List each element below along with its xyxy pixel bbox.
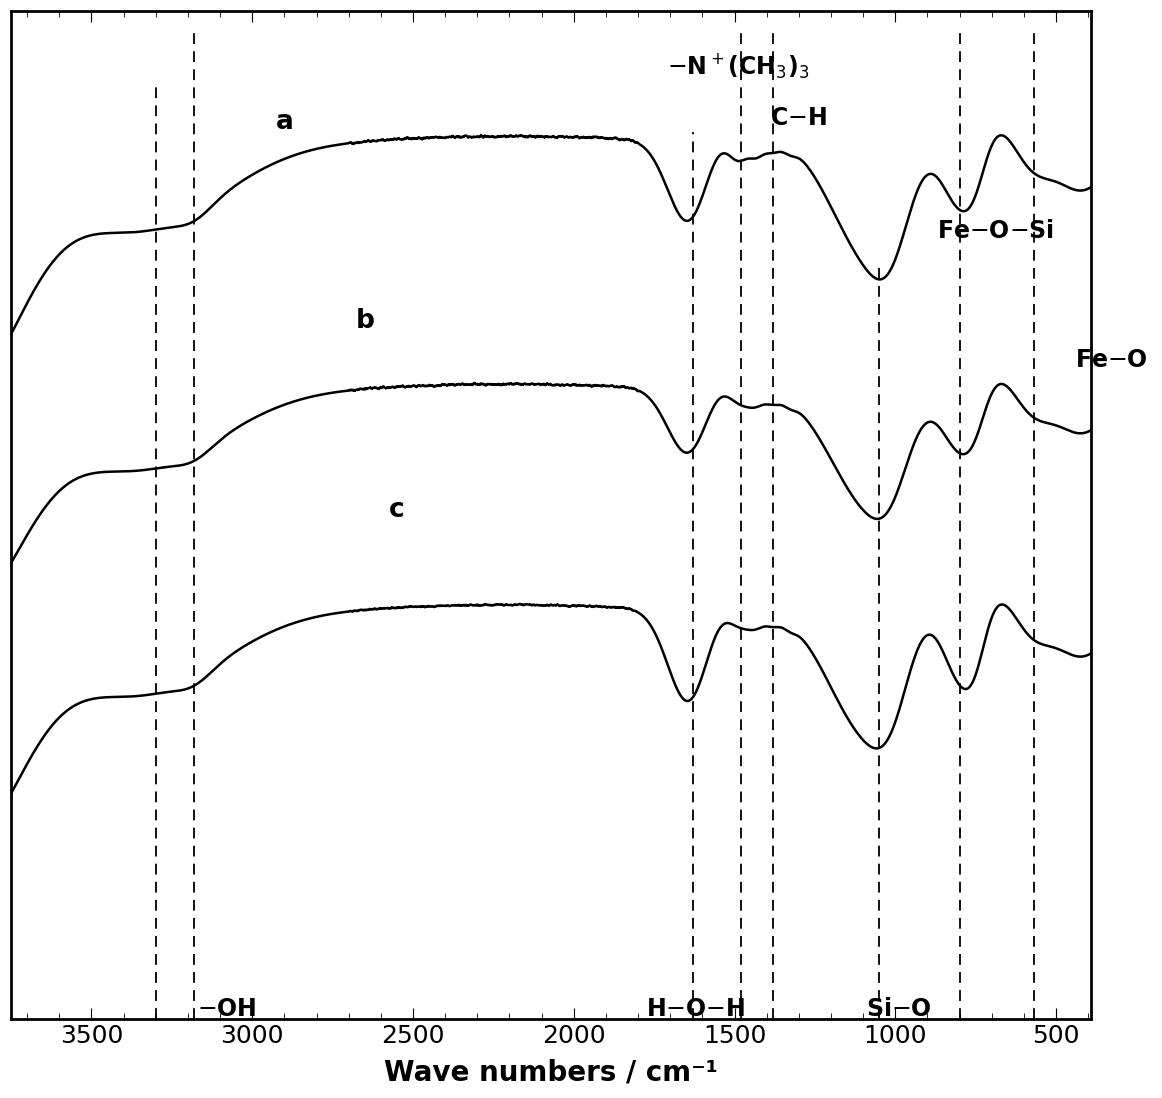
Text: Fe$-$O$-$Si: Fe$-$O$-$Si	[937, 219, 1054, 243]
X-axis label: Wave numbers / cm⁻¹: Wave numbers / cm⁻¹	[385, 1058, 718, 1087]
Text: Fe$-$O: Fe$-$O	[1075, 348, 1148, 372]
Text: a: a	[275, 109, 293, 135]
Text: H$-$O$-$H: H$-$O$-$H	[646, 997, 746, 1021]
Text: b: b	[356, 309, 374, 335]
Text: $-$OH: $-$OH	[196, 997, 257, 1021]
Text: Si$-$O: Si$-$O	[866, 997, 932, 1021]
Text: C$-$H: C$-$H	[770, 105, 827, 130]
Text: c: c	[389, 497, 404, 523]
Text: $-$N$^+$(CH$_3$)$_3$: $-$N$^+$(CH$_3$)$_3$	[667, 52, 809, 81]
